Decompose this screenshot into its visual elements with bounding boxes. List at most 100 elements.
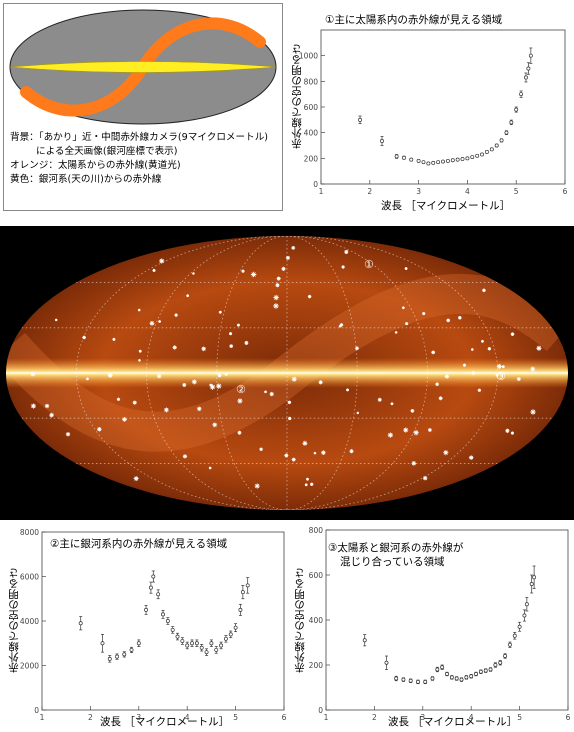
point-source <box>510 431 515 435</box>
x-tick-label: 4 <box>465 187 470 196</box>
map-region-3-label: ③ <box>496 370 506 383</box>
point-source <box>224 372 228 376</box>
x-tick-label: 2 <box>372 713 377 722</box>
point-source <box>159 258 165 264</box>
data-point <box>441 159 445 164</box>
y-tick-label: 0 <box>34 706 39 715</box>
point-source <box>208 466 212 470</box>
data-point <box>475 153 480 158</box>
point-source <box>505 428 510 433</box>
point-source <box>273 294 279 301</box>
x-tick-label: 4 <box>469 713 474 722</box>
y-tick-label: 0 <box>318 706 323 715</box>
point-source <box>394 331 398 334</box>
point-source <box>216 383 222 389</box>
data-point <box>470 155 475 159</box>
point-source <box>86 377 89 381</box>
data-point <box>170 627 175 632</box>
data-point <box>219 643 224 648</box>
data-point <box>190 641 194 646</box>
data-point <box>401 677 406 682</box>
x-tick-label: 3 <box>420 713 425 722</box>
data-point <box>107 656 112 661</box>
point-source <box>269 391 274 397</box>
point-source <box>174 313 178 317</box>
point-source <box>390 402 394 406</box>
x-tick-label: 5 <box>517 713 522 722</box>
point-source <box>443 450 449 456</box>
point-source <box>65 432 71 437</box>
legend-line-1: 背景：「あかり」近・中間赤外線カメラ(9マイクロメートル) <box>10 132 269 143</box>
data-point <box>214 647 219 652</box>
chart-1-title: ①主に太陽系内の赤外線が見える領域 <box>325 14 503 26</box>
y-tick-label: 4000 <box>20 617 39 626</box>
point-source <box>287 400 292 405</box>
data-point <box>517 624 522 629</box>
point-source <box>54 318 58 322</box>
data-point <box>151 574 156 579</box>
data-point <box>223 636 228 641</box>
y-tick-label: 8000 <box>20 528 39 537</box>
point-source <box>349 449 354 454</box>
chart-1-plot: 1 2 3 4 5 6 0 200 400 600 800 1000 <box>299 29 568 196</box>
x-tick-label: 6 <box>566 713 571 722</box>
data-point <box>122 652 127 657</box>
x-tick-label: 2 <box>367 187 372 196</box>
data-point <box>449 675 454 680</box>
point-source <box>201 346 207 352</box>
x-tick-label: 1 <box>324 713 329 722</box>
point-source <box>404 267 408 270</box>
point-source <box>250 271 257 278</box>
point-source <box>132 400 137 405</box>
chart-3-subtitle: 混じり合っている領域 <box>340 556 445 568</box>
chart-2: ②主に銀河系内の赤外線が見える領域 赤外線での空の明るさ 波長 ［マイクロメート… <box>0 522 290 732</box>
chart-2-title: ②主に銀河系内の赤外線が見える領域 <box>50 538 228 550</box>
point-source <box>236 323 240 327</box>
data-point <box>436 160 441 165</box>
y-tick-label: 2000 <box>20 662 39 671</box>
point-source <box>516 377 521 381</box>
data-point <box>469 674 474 679</box>
data-point <box>421 160 426 165</box>
point-source <box>138 349 142 353</box>
point-source <box>97 427 102 432</box>
data-point <box>519 92 524 97</box>
point-source <box>501 365 505 369</box>
data-point <box>507 642 512 647</box>
data-point <box>431 160 436 165</box>
chart-3: ③太陽系と銀河系の赤外線が 混じり合っている領域 赤外線での空の明るさ 波長 ［… <box>288 522 574 732</box>
point-source <box>411 460 417 466</box>
point-source <box>281 266 286 271</box>
point-source <box>275 283 280 288</box>
data-point <box>129 647 134 652</box>
data-point <box>465 156 470 161</box>
chart-3-plot: 1 2 3 4 5 6 0 200 400 600 800 <box>309 526 571 722</box>
data-point <box>460 157 465 161</box>
data-point <box>165 619 170 623</box>
point-source <box>228 332 233 336</box>
data-point <box>522 613 527 618</box>
data-point <box>384 660 389 665</box>
point-source <box>410 408 415 413</box>
data-point <box>408 678 413 683</box>
data-point <box>529 582 534 586</box>
data-point <box>426 161 431 166</box>
point-source <box>422 312 426 316</box>
y-tick-label: 1000 <box>299 52 318 61</box>
point-source <box>344 249 349 254</box>
point-source <box>137 308 141 312</box>
point-source <box>264 390 267 394</box>
x-tick-label: 3 <box>416 187 421 196</box>
point-source <box>149 320 155 326</box>
point-source <box>156 373 162 379</box>
data-point <box>238 607 243 612</box>
point-source <box>446 318 451 323</box>
point-source <box>313 451 317 455</box>
data-point <box>435 667 440 672</box>
x-tick-label: 6 <box>282 713 287 722</box>
data-point <box>394 676 399 681</box>
point-source <box>310 482 314 486</box>
point-source <box>172 345 177 350</box>
point-source <box>284 453 289 458</box>
data-point <box>240 590 245 595</box>
